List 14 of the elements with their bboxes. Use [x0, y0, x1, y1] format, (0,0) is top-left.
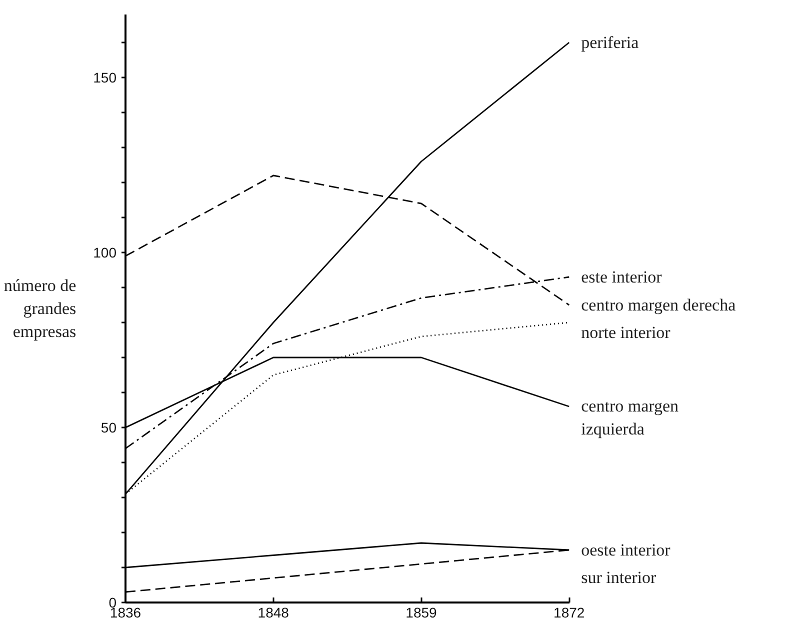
series-label: sur interior: [581, 568, 657, 588]
x-tick-label: 1872: [554, 604, 585, 620]
y-axis-title: número de grandes empresas: [4, 276, 76, 341]
y-tick-label: 50: [100, 420, 117, 436]
x-tick-label: 1859: [406, 604, 438, 620]
series-label: este interior: [581, 268, 662, 286]
series-label: norte interior: [581, 323, 671, 342]
series-label: centro margen derecha: [581, 296, 736, 314]
y-tick-label: 100: [93, 244, 117, 260]
series-label: oeste interior: [581, 540, 671, 560]
x-tick-label: 1848: [258, 604, 290, 620]
y-tick-label: 150: [93, 70, 117, 86]
series-label: periferia: [581, 33, 640, 52]
series-label: centro margen izquierda: [581, 396, 680, 438]
